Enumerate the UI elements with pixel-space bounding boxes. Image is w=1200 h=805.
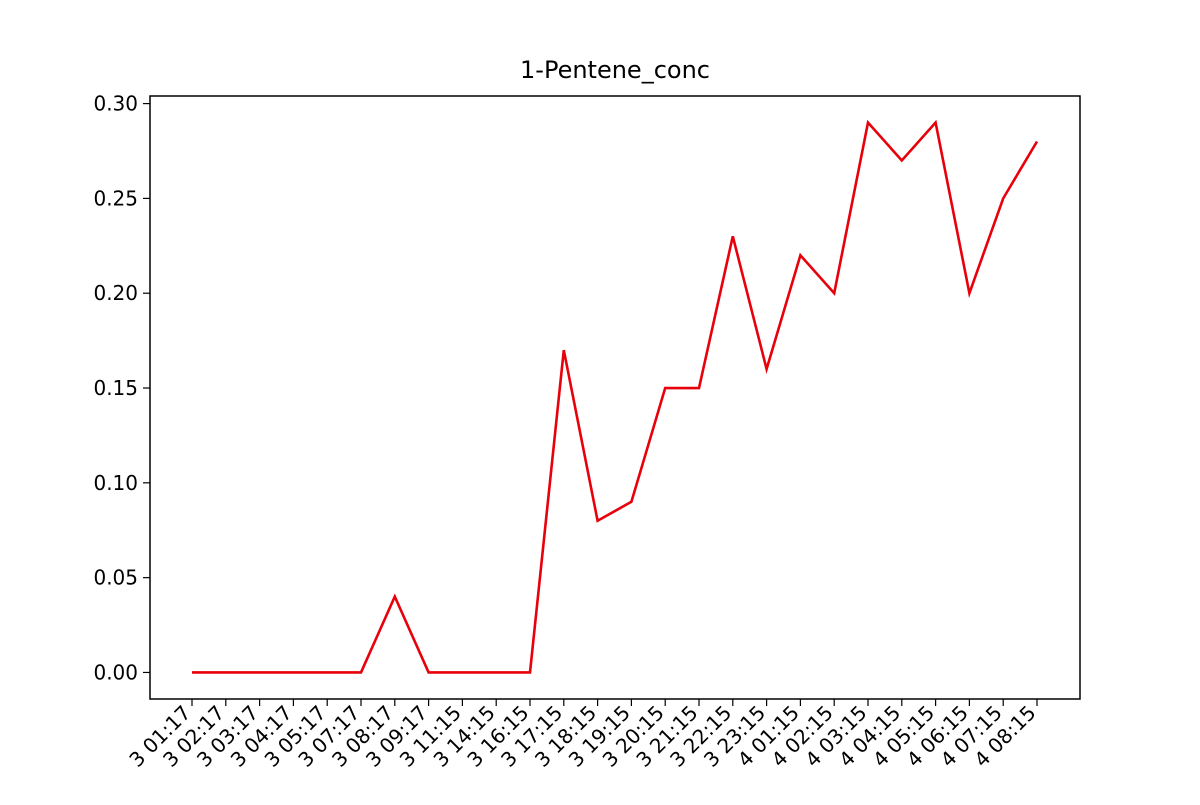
- x-axis: 3 01:173 02:173 03:173 04:173 05:173 07:…: [124, 699, 1040, 772]
- y-tick-label: 0.05: [93, 566, 138, 590]
- y-tick-label: 0.00: [93, 660, 138, 684]
- chart-title: 1-Pentene_conc: [520, 56, 710, 84]
- y-tick-label: 0.15: [93, 376, 138, 400]
- plot-frame: [150, 96, 1080, 699]
- y-tick-label: 0.25: [93, 186, 138, 210]
- y-tick-label: 0.20: [93, 281, 138, 305]
- y-tick-label: 0.30: [93, 92, 138, 116]
- series-group: [192, 122, 1037, 672]
- y-tick-label: 0.10: [93, 471, 138, 495]
- series-line: [192, 123, 1037, 673]
- y-axis: 0.00 0.05 0.10 0.15 0.20 0.25 0.30: [93, 92, 150, 685]
